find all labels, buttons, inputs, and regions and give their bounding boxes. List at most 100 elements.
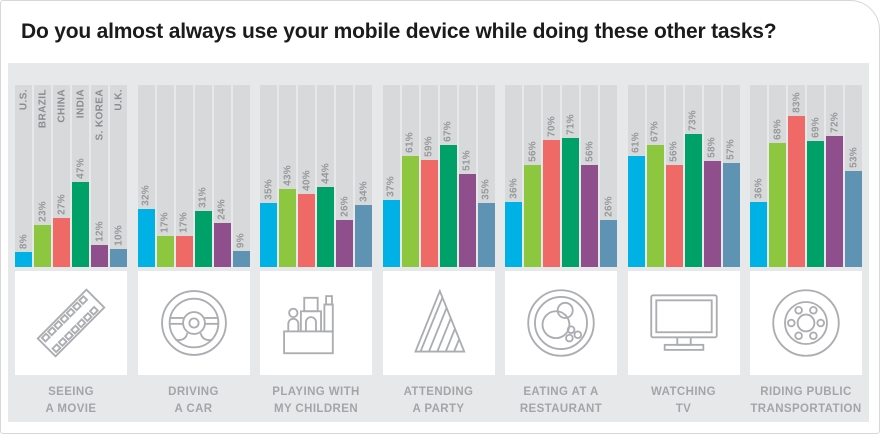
task-label-line2: MY CHILDREN [273,403,359,415]
bar [175,236,193,267]
film-strip-icon [36,288,106,358]
task-group: 61% 67% 56% 73% 58% 57% WATCHING TV [627,85,740,422]
bar-track: 68% [769,85,786,267]
icon-box [750,271,862,375]
bar-value-label: 10% [113,224,124,246]
bar [581,165,598,267]
bar-value-label: 32% [140,184,152,206]
bar-track: S. KOREA 12% [91,85,108,267]
bar [458,174,476,267]
bar [826,136,843,267]
bar [279,188,296,267]
bar-value-label: 23% [37,201,48,223]
bar-value-label: 58% [706,137,718,159]
bar-track: 71% [562,85,579,267]
bar [260,203,277,267]
bar [543,139,560,267]
bar-track: 57% [722,85,740,267]
bar [15,252,32,267]
bar [845,170,862,267]
bar-track: 67% [439,85,457,267]
bar [750,201,767,267]
bar [703,161,721,267]
bar-value-label: 26% [603,195,614,217]
bar-track: INDIA 47% [72,85,89,267]
bar-value-label: 27% [56,193,67,215]
bar-track: U.K. 10% [110,85,127,267]
header: Do you almost always use your mobile dev… [1,1,879,63]
building-blocks-icon [283,295,334,355]
bar-track: 67% [646,85,664,267]
bar [382,199,400,267]
country-label: CHINA [56,89,67,123]
bar [298,194,315,267]
bar [477,203,495,267]
bar [53,217,70,267]
bar [439,145,457,267]
task-label: PLAYING WITH MY CHILDREN [260,384,372,418]
bar [355,205,372,267]
tv-icon [649,294,718,351]
bar-track: 51% [458,85,476,267]
plate-of-food-icon [527,289,595,357]
task-label-line2: TV [675,403,692,415]
task-group: 37% 61% 59% 67% 51% 35% ATTENDING A PARTY [382,85,495,422]
bar [600,219,617,267]
bar-track: 35% [260,85,277,267]
bar-track: 36% [750,85,767,267]
bar-track: 44% [317,85,334,267]
bar-group: 61% 67% 56% 73% 58% 57% [627,85,740,267]
bar-track: 53% [845,85,862,267]
bar-track: BRAZIL 23% [34,85,51,267]
bar-track: 58% [703,85,721,267]
bar-track: CHINA 27% [53,85,70,267]
task-label-line1: SEEING [48,386,94,398]
bar-value-label: 35% [480,179,492,201]
task-label-line2: A PARTY [412,403,465,415]
bar [769,143,786,267]
bar-value-label: 36% [508,177,519,199]
bar-track: 61% [627,85,645,267]
steering-wheel-icon [160,290,227,356]
icon-box [260,271,372,375]
bar-track: 70% [543,85,560,267]
bar-value-label: 44% [320,162,331,184]
chart-title: Do you almost always use your mobile dev… [21,20,777,43]
task-label-line2: A CAR [174,403,213,415]
bar-track: 56% [581,85,598,267]
bar-value-label: 31% [197,186,209,208]
bar-track: 61% [401,85,419,267]
bar [110,248,127,267]
bar-value-label: 68% [772,119,783,141]
bar-track: 31% [194,85,212,267]
bar-track: 17% [175,85,193,267]
icon-box [137,271,250,375]
bar-track: 32% [137,85,155,267]
bar [684,134,702,267]
bar-value-label: 56% [527,141,538,163]
task-label-line1: ATTENDING [403,386,474,398]
bar-value-label: 59% [423,135,435,157]
bar [34,225,51,267]
bar [807,141,824,267]
bar-track: 40% [298,85,315,267]
task-label-line1: DRIVING [168,386,219,398]
task-label-line1: WATCHING [651,386,716,398]
bar-value-label: 40% [301,170,312,192]
bar [401,156,419,267]
bar-track: 36% [505,85,522,267]
bar-group: 37% 61% 59% 67% 51% 35% [382,85,495,267]
bar-value-label: 56% [668,141,680,163]
bar-group: U.S. 8% BRAZIL 23% CHINA 27% INDIA 47% S. KOREA 1… [15,85,127,267]
country-label: INDIA [75,89,86,119]
icon-box [627,271,740,375]
bar-value-label: 56% [584,141,595,163]
icon-box [382,271,495,375]
bar [72,181,89,267]
bar-value-label: 72% [829,112,840,133]
bar-track: 9% [232,85,250,267]
task-group: 36% 68% 83% 69% 72% 53% RIDING PUBLIC TRANSPO… [750,85,862,422]
bar-value-label: 83% [791,91,802,113]
bar [336,219,353,267]
